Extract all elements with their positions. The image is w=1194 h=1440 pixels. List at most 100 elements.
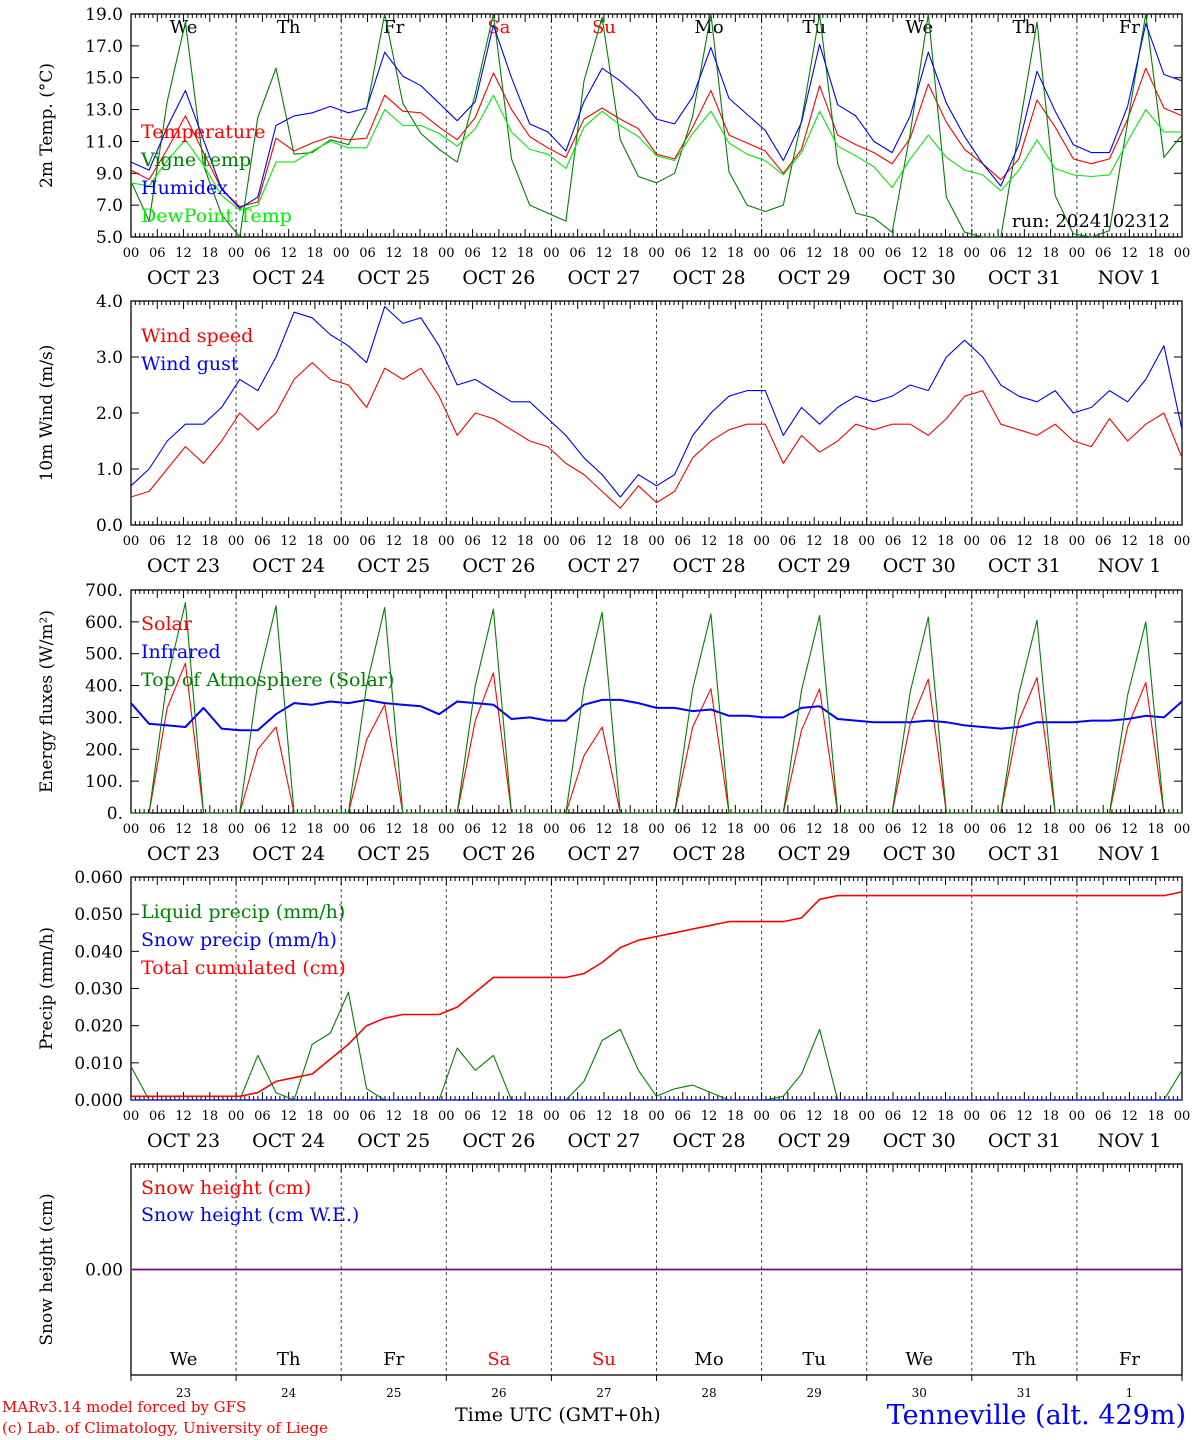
legend-entry: Total cumulated (cm) [141, 957, 346, 979]
hour-tick-label: 06 [675, 1109, 692, 1124]
day-number-label: 26 [491, 1386, 506, 1400]
hour-tick-label: 06 [990, 822, 1007, 837]
hour-tick-label: 00 [1069, 534, 1086, 549]
day-number-label: 23 [176, 1386, 191, 1400]
y-tick-label: 1.0 [96, 460, 123, 480]
hour-tick-label: 18 [307, 246, 324, 261]
date-label: OCT 23 [147, 267, 220, 289]
panel-5: 0.00 Snow height (cm) We 23 Th 24 Fr 25 Sa 26 Su 27… [37, 1163, 1183, 1400]
date-label: OCT 31 [988, 267, 1061, 289]
hour-tick-label: 06 [885, 1109, 902, 1124]
hour-tick-label: 12 [1016, 246, 1033, 261]
hour-tick-label: 18 [517, 246, 534, 261]
date-label: OCT 26 [462, 843, 535, 865]
hour-tick-label: 00 [1174, 534, 1191, 549]
hour-tick-label: 06 [885, 534, 902, 549]
day-of-week-label: We [905, 17, 933, 38]
date-label: OCT 25 [357, 267, 430, 289]
hour-tick-label: 06 [464, 246, 481, 261]
time-axis-label: Time UTC (GMT+0h) [455, 1404, 661, 1426]
hour-tick-label: 18 [1042, 822, 1059, 837]
hour-tick-label: 12 [806, 1109, 823, 1124]
legend-entry: Humidex [141, 177, 228, 199]
hour-tick-label: 18 [412, 1109, 429, 1124]
hour-tick-label: 06 [149, 822, 166, 837]
date-label: OCT 26 [462, 1130, 535, 1152]
y-tick-label: 0.050 [74, 905, 123, 925]
hour-tick-label: 06 [675, 246, 692, 261]
hour-tick-label: 18 [832, 246, 849, 261]
hour-tick-label: 00 [858, 822, 875, 837]
series-line-top-of-atmosphere-solar [131, 602, 1182, 814]
hour-tick-label: 18 [517, 822, 534, 837]
y-tick-label: 300. [85, 708, 123, 728]
hour-tick-label: 06 [149, 534, 166, 549]
hour-tick-label: 12 [806, 246, 823, 261]
hour-tick-label: 12 [701, 1109, 718, 1124]
y-tick-label: 7.0 [96, 196, 123, 216]
hour-tick-label: 12 [596, 822, 613, 837]
y-tick-label: 5.0 [96, 228, 123, 248]
hour-tick-label: 06 [990, 1109, 1007, 1124]
hour-tick-label: 06 [780, 246, 797, 261]
hour-tick-label: 06 [1095, 534, 1112, 549]
hour-tick-label: 18 [937, 534, 954, 549]
hour-tick-label: 00 [1069, 246, 1086, 261]
hour-tick-label: 12 [491, 822, 508, 837]
day-number-label: 24 [281, 1386, 297, 1400]
legend-entry: Snow height (cm W.E.) [141, 1204, 359, 1226]
hour-tick-label: 18 [1042, 534, 1059, 549]
day-number-label: 30 [912, 1386, 927, 1400]
hour-tick-label: 12 [596, 1109, 613, 1124]
hour-tick-label: 00 [228, 822, 245, 837]
y-axis-title: Snow height (cm) [37, 1193, 57, 1345]
legend-entry: Wind speed [141, 325, 253, 347]
hour-tick-label: 00 [1174, 822, 1191, 837]
y-tick-label: 0.020 [74, 1017, 123, 1037]
hour-tick-label: 00 [123, 534, 140, 549]
plot-frame [130, 589, 1183, 814]
legend-entry: Temperature [141, 121, 265, 143]
hour-tick-label: 06 [254, 1109, 271, 1124]
y-tick-label: 11.0 [85, 132, 123, 152]
y-tick-label: 9.0 [96, 164, 123, 184]
hour-tick-label: 00 [438, 1109, 455, 1124]
day-of-week-label: Sa [487, 17, 510, 38]
date-label: OCT 24 [252, 843, 325, 865]
legend-entry: Snow precip (mm/h) [141, 929, 337, 951]
hour-tick-label: 00 [228, 246, 245, 261]
date-label: OCT 26 [462, 555, 535, 577]
hour-tick-label: 12 [280, 246, 297, 261]
legend-entry: Infrared [141, 641, 221, 663]
hour-tick-label: 06 [780, 822, 797, 837]
hour-tick-label: 12 [385, 534, 402, 549]
hour-tick-label: 06 [780, 1109, 797, 1124]
hour-tick-label: 06 [149, 246, 166, 261]
hour-tick-label: 00 [438, 534, 455, 549]
series-line-total-cumulated-cm [131, 891, 1183, 1098]
hour-tick-label: 00 [858, 246, 875, 261]
hour-tick-label: 18 [202, 534, 219, 549]
day-of-week-label: Fr [1119, 17, 1140, 38]
panel-4: 0.000 0.010 0.020 0.030 0.040 0.050 0.060 Preci… [37, 868, 1190, 1152]
hour-tick-label: 06 [885, 246, 902, 261]
legend-entry: Snow height (cm) [141, 1177, 311, 1199]
day-number-label: 25 [386, 1386, 401, 1400]
date-label: OCT 28 [673, 555, 746, 577]
model-credit: MARv3.14 model forced by GFS [2, 1398, 247, 1416]
hour-tick-label: 18 [727, 246, 744, 261]
plot-frame [130, 13, 1183, 238]
y-axis-title: 10m Wind (m/s) [37, 345, 57, 482]
date-label: OCT 23 [147, 843, 220, 865]
day-number-label: 28 [701, 1386, 716, 1400]
date-label: OCT 30 [883, 267, 956, 289]
hour-tick-label: 06 [254, 534, 271, 549]
hour-tick-label: 18 [622, 822, 639, 837]
plot-frame [130, 300, 1183, 526]
legend-entry: Vigne temp [140, 149, 251, 171]
hour-tick-label: 00 [964, 246, 981, 261]
hour-tick-label: 12 [385, 246, 402, 261]
day-number-label: 1 [1126, 1386, 1134, 1400]
y-tick-label: 19.0 [85, 5, 123, 25]
